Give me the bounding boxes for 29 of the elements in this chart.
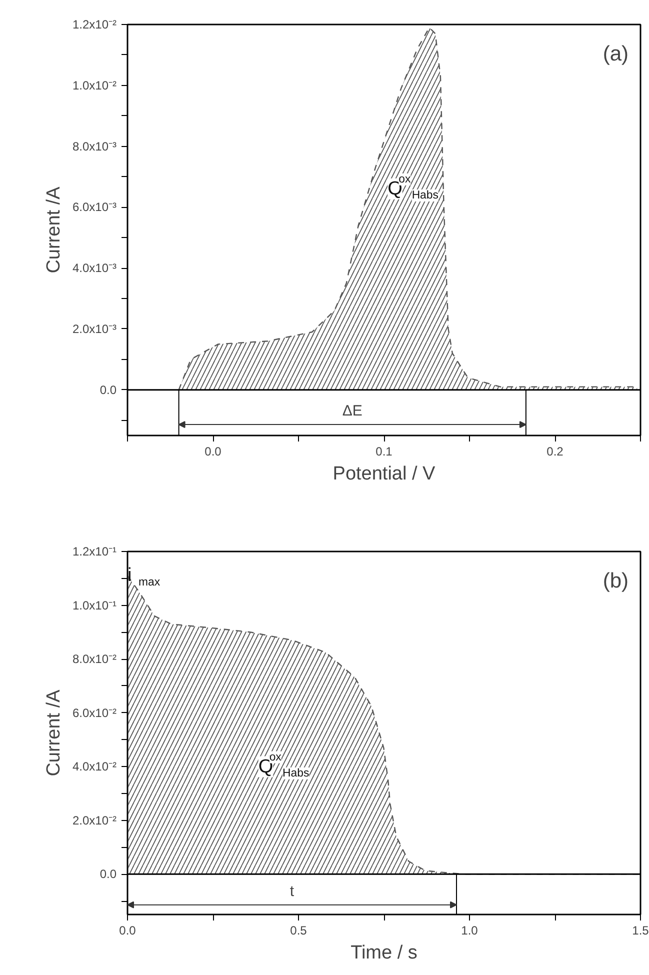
y-tick-label: 1.0x10⁻² (72, 78, 117, 92)
y-tick-label: 1.0x10⁻¹ (72, 598, 117, 612)
y-tick-label: 2.0x10⁻³ (72, 322, 117, 336)
x-tick-label: 0.0 (119, 924, 136, 938)
x-tick-label: 0.0 (204, 444, 222, 458)
y-tick-label: 6.0x10⁻² (72, 706, 117, 720)
annotation: (a) (602, 42, 629, 66)
y-axis-title: Current /A (43, 689, 64, 776)
y-tick-label: 4.0x10⁻² (72, 760, 117, 774)
y-axis-title: Current /A (43, 186, 64, 274)
x-axis-title: Potential / V (332, 464, 436, 484)
y-tick-label: 8.0x10⁻² (72, 652, 117, 666)
annotation: (b) (602, 570, 629, 592)
annotation: ΔE (342, 402, 362, 420)
y-tick-label: 0.0 (100, 382, 117, 397)
y-tick-label: 4.0x10⁻³ (72, 261, 117, 276)
x-tick-label: 0.2 (546, 444, 564, 458)
y-tick-label: 8.0x10⁻³ (72, 139, 117, 154)
x-tick-label: 0.5 (290, 924, 308, 938)
x-tick-label: 0.1 (376, 444, 393, 458)
y-tick-label: 2.0x10⁻² (72, 813, 117, 828)
annotation: t (290, 882, 295, 900)
x-axis-title: Time / s (350, 942, 418, 964)
y-tick-label: 1.2x10⁻¹ (72, 544, 117, 558)
y-tick-label: 0.0 (100, 867, 117, 882)
x-tick-label: 1.5 (632, 924, 649, 938)
x-tick-label: 1.0 (461, 924, 478, 938)
y-tick-label: 1.2x10⁻² (72, 18, 117, 32)
y-tick-label: 6.0x10⁻³ (72, 200, 117, 214)
